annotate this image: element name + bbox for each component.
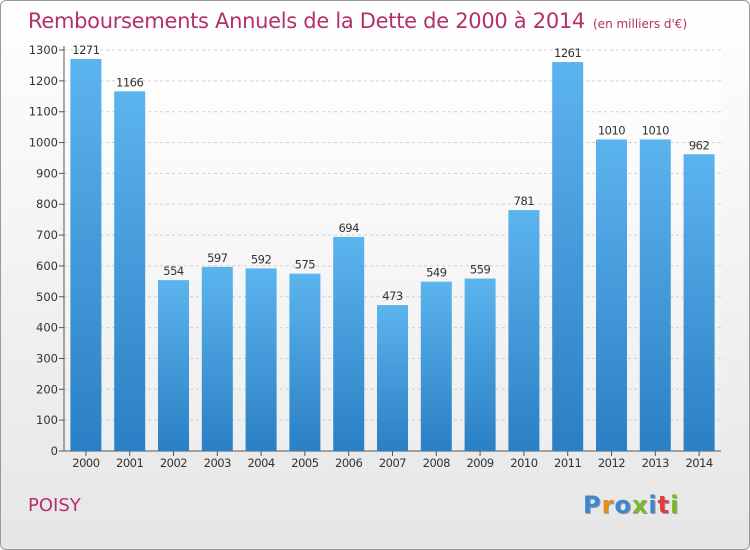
data-label: 694: [338, 221, 359, 235]
x-tick-label: 2002: [160, 456, 187, 470]
bar: [70, 58, 102, 452]
bar: [158, 280, 189, 451]
y-tick-label: 1300: [29, 43, 58, 57]
data-label: 559: [470, 263, 491, 277]
x-tick-label: 2006: [335, 456, 362, 470]
bar: [683, 154, 715, 451]
y-tick-label: 200: [36, 382, 58, 396]
y-tick-label: 800: [36, 197, 58, 211]
x-tick-label: 2007: [379, 456, 406, 470]
chart-title: Remboursements Annuels de la Dette de 20…: [28, 9, 687, 33]
x-tick-label: 2000: [72, 456, 99, 470]
data-label: 473: [382, 289, 403, 303]
y-tick-label: 700: [36, 228, 58, 242]
bar: [201, 266, 233, 451]
bar: [420, 281, 452, 451]
data-label: 1166: [116, 75, 143, 89]
data-label: 554: [163, 264, 184, 278]
x-tick-label: 2013: [642, 456, 669, 470]
data-label: 575: [295, 258, 316, 272]
y-tick-label: 300: [36, 351, 58, 365]
logo-letter: P: [583, 491, 602, 519]
place-name: POISY: [28, 495, 81, 516]
data-label: 962: [689, 138, 710, 152]
data-label: 549: [426, 266, 447, 280]
bar: [377, 305, 408, 451]
x-tick-label: 2005: [291, 456, 318, 470]
y-tick-label: 0: [51, 444, 58, 458]
logo-letter: o: [614, 491, 632, 519]
y-tick-label: 1200: [29, 74, 58, 88]
logo-letter: i: [670, 491, 680, 519]
logo-letter: x: [631, 491, 649, 519]
logo-letter: i: [648, 491, 658, 519]
x-tick-label: 2001: [116, 456, 143, 470]
x-tick-label: 2009: [466, 456, 493, 470]
y-tick-label: 400: [36, 321, 58, 335]
y-tick-label: 100: [36, 413, 58, 427]
x-tick-label: 2010: [510, 456, 537, 470]
data-label: 592: [251, 252, 272, 266]
x-tick-label: 2004: [247, 456, 274, 470]
x-tick-label: 2012: [598, 456, 625, 470]
data-label: 1261: [554, 46, 581, 60]
x-tick-label: 2011: [554, 456, 581, 470]
y-tick-label: 1100: [29, 105, 58, 119]
bar: [552, 62, 584, 451]
data-label: 1010: [642, 123, 669, 137]
chart-title-text: Remboursements Annuels de la Dette de 20…: [28, 9, 585, 33]
bar: [464, 278, 496, 451]
bar: [508, 210, 540, 451]
y-tick-label: 900: [36, 166, 58, 180]
bar: [245, 268, 277, 451]
logo-letter: t: [657, 491, 671, 519]
logo-letter: r: [601, 491, 615, 519]
x-tick-label: 2014: [685, 456, 712, 470]
x-tick-label: 2008: [423, 456, 450, 470]
bar: [596, 139, 627, 451]
y-tick-label: 500: [36, 290, 58, 304]
data-label: 597: [207, 251, 228, 265]
y-tick-label: 600: [36, 259, 58, 273]
bar: [639, 139, 671, 451]
proxiti-logo: Proxiti: [583, 491, 679, 519]
y-tick-label: 1000: [29, 136, 58, 150]
bar: [114, 91, 146, 451]
data-label: 1010: [598, 123, 625, 137]
chart-subtitle: (en milliers d'€): [593, 17, 688, 31]
data-label: 1271: [72, 43, 99, 57]
data-label: 781: [514, 194, 535, 208]
bar: [289, 273, 321, 451]
x-tick-label: 2003: [204, 456, 231, 470]
bar: [333, 236, 365, 451]
